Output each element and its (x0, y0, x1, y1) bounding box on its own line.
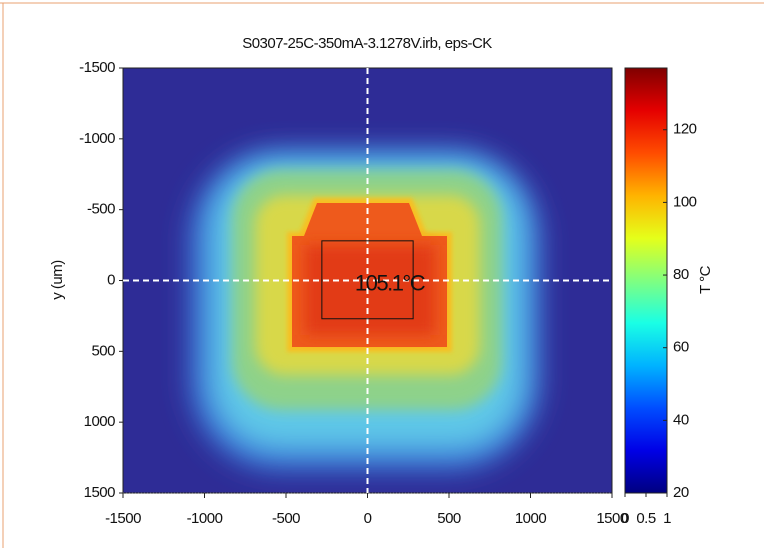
roi-box (321, 240, 414, 320)
y-tick-label: -1500 (79, 59, 115, 76)
x-tick-label: -1000 (187, 510, 223, 527)
colorbar-tick-label: 60 (673, 339, 689, 356)
y-tick-label: 0 (107, 271, 115, 288)
y-tick-label: 1500 (84, 484, 116, 501)
roi-annotation: 105.1°C (355, 270, 426, 295)
y-axis-label: y (um) (49, 260, 66, 300)
x-tick-label: 500 (437, 510, 461, 527)
x-tick-label: 0 (364, 510, 372, 527)
colorbar-x-tick-label: 0.5 (636, 510, 656, 527)
y-tick-label: -1000 (79, 130, 115, 147)
y-tick-label: -500 (87, 201, 115, 218)
colorbar (624, 67, 668, 494)
colorbar-label: T °C (697, 265, 714, 294)
colorbar-x-tick-label: 0 (621, 510, 629, 527)
thermal-image (123, 68, 612, 493)
x-tick-label: 1000 (515, 510, 547, 527)
x-tick-label: -500 (272, 510, 300, 527)
chart-title: S0307-25C-350mA-3.1278V.irb, eps-CK (242, 35, 492, 52)
colorbar-x-tick-label: 1 (663, 510, 671, 527)
colorbar-tick-label: 100 (673, 193, 697, 210)
colorbar-tick-label: 40 (673, 411, 689, 428)
colorbar-tick-label: 120 (673, 121, 697, 138)
y-tick-label: 1000 (84, 413, 116, 430)
colorbar-tick-label: 20 (673, 484, 689, 501)
colorbar-tick-label: 80 (673, 266, 689, 283)
y-tick-label: 500 (91, 342, 115, 359)
x-tick-label: -1500 (105, 510, 141, 527)
x-tick-label: 1500 (596, 510, 628, 527)
